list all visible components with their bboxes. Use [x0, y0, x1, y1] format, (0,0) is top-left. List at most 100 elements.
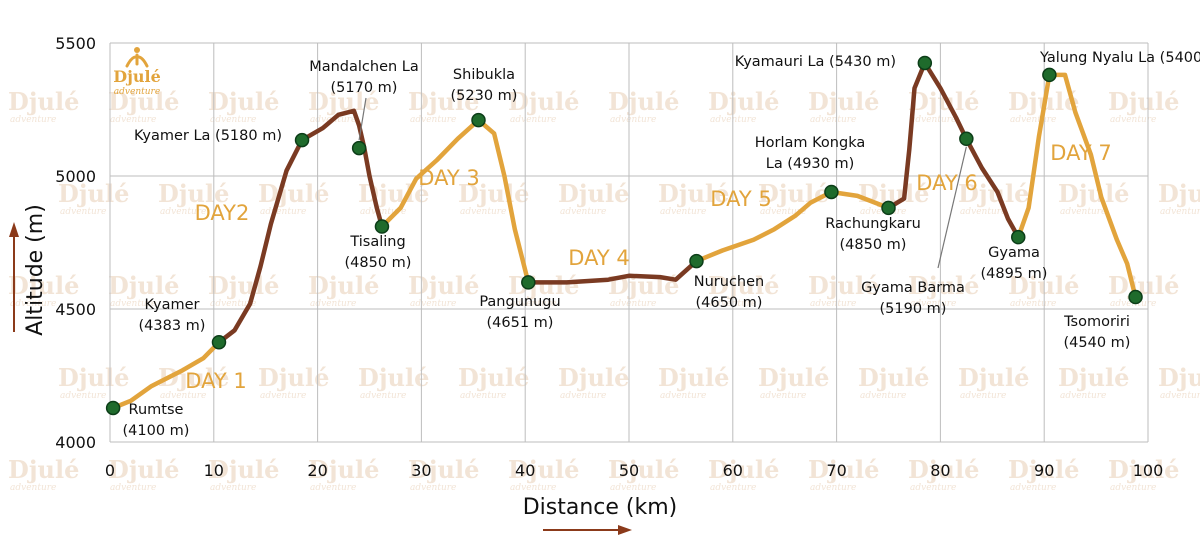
watermark-text: Djulé	[908, 271, 979, 300]
watermark-text: Djulé	[208, 87, 279, 116]
watermark-subtext: adventure	[1010, 483, 1056, 493]
watermark-text: Djulé	[808, 455, 879, 484]
watermark-subtext: adventure	[110, 299, 156, 309]
watermark-subtext: adventure	[860, 391, 906, 401]
stop-marker	[1128, 289, 1143, 305]
x-tick-label: 10	[204, 461, 224, 480]
stop-name-label: Gyama	[988, 245, 1040, 261]
stop-altitude-label: (5170 m)	[331, 80, 398, 96]
stop-marker	[1011, 229, 1026, 245]
watermark-subtext: adventure	[160, 391, 206, 401]
watermark-subtext: adventure	[910, 115, 956, 125]
watermark-text: Djulé	[458, 179, 529, 208]
stop-marker	[959, 131, 974, 147]
stop-altitude-label: (5190 m)	[880, 301, 947, 317]
x-tick-label: 0	[105, 461, 115, 480]
watermark-text: Djulé	[658, 363, 729, 392]
day-label: DAY 7	[1050, 141, 1111, 165]
day-label: DAY 6	[916, 171, 977, 195]
stop-altitude-label: (4540 m)	[1064, 335, 1131, 351]
x-tick-label: 50	[619, 461, 639, 480]
axes: 0 10 20 30 40 50 60 70 80 90 100 4000 4500 5000 5500	[55, 34, 1163, 480]
route-segment-day-2	[216, 108, 385, 345]
watermark-text: Djulé	[1008, 271, 1079, 300]
x-tick-label: 20	[307, 461, 327, 480]
watermark-text: Djulé	[8, 455, 79, 484]
stop-name-label: Yalung Nyalu La (5400 m)	[1039, 50, 1200, 66]
route-segment-day-3	[379, 117, 531, 285]
route-segment-day-4	[526, 258, 699, 285]
stop-marker	[374, 219, 390, 234]
x-tick-label: 100	[1133, 461, 1164, 480]
watermark-text: Djulé	[8, 271, 79, 300]
leader-lines	[358, 97, 967, 269]
stop-name-label: Pangunugu	[479, 294, 560, 310]
stop-markers	[105, 55, 1143, 416]
leader-line	[937, 146, 967, 269]
watermark-text: Djulé	[358, 363, 429, 392]
stop-marker	[881, 200, 896, 216]
day-label: DAY 3	[418, 166, 479, 190]
watermark-text: Djulé	[1108, 87, 1179, 116]
watermark-text: Djulé	[408, 271, 479, 300]
day-label: DAY 4	[568, 246, 629, 270]
x-tick-label: 90	[1034, 461, 1054, 480]
watermark-subtext: adventure	[510, 299, 556, 309]
stop-altitude-label: (4383 m)	[139, 318, 206, 334]
watermark-text: Djulé	[658, 179, 729, 208]
watermark-subtext: adventure	[360, 207, 406, 217]
y-tick-label: 5000	[55, 167, 96, 186]
watermark-text: Djulé	[108, 271, 179, 300]
watermark-text: Djulé	[708, 271, 779, 300]
watermark-text: Djulé	[708, 455, 779, 484]
watermark-subtext: adventure	[210, 299, 256, 309]
watermark-subtext: adventure	[410, 483, 456, 493]
stop-marker	[294, 132, 310, 148]
watermark-subtext: adventure	[1110, 299, 1156, 309]
logo-text: Djulé	[113, 67, 161, 86]
watermark-subtext: adventure	[1160, 207, 1200, 217]
y-tick-label: 4000	[55, 433, 96, 452]
stop-name-label: Tisaling	[349, 234, 405, 250]
watermark-subtext: adventure	[1110, 483, 1156, 493]
watermark-text: Djulé	[508, 271, 579, 300]
watermark-text: Djulé	[158, 179, 229, 208]
stop-marker	[471, 112, 486, 128]
watermark-subtext: adventure	[710, 483, 756, 493]
watermark-subtext: adventure	[1010, 115, 1056, 125]
brand-logo: Djulé adventure	[113, 47, 161, 97]
watermark-text: Djulé	[558, 363, 629, 392]
watermark-subtext: adventure	[660, 207, 706, 217]
watermark-layer: DjuléadventureDjuléadventureDjuléadventu…	[8, 87, 1200, 493]
watermark-subtext: adventure	[810, 483, 856, 493]
watermark-text: Djulé	[608, 455, 679, 484]
leader-line	[358, 97, 367, 141]
watermark-text: Djulé	[108, 87, 179, 116]
watermark-subtext: adventure	[1060, 391, 1106, 401]
watermark-text: Djulé	[858, 363, 929, 392]
watermark-text: Djulé	[1058, 363, 1129, 392]
watermark-text: Djulé	[1108, 455, 1179, 484]
stop-altitude-label: (5230 m)	[451, 88, 518, 104]
watermark-subtext: adventure	[60, 207, 106, 217]
stop-name-label: Nuruchen	[694, 274, 764, 290]
stop-labels: Rumtse (4100 m) Kyamer (4383 m) Kyamer La (5…	[123, 50, 1200, 439]
day-label: DAY 1	[185, 369, 246, 393]
watermark-subtext: adventure	[910, 483, 956, 493]
watermark-text: Djulé	[408, 87, 479, 116]
watermark-subtext: adventure	[210, 483, 256, 493]
stop-name-label: Kyamer	[145, 297, 200, 313]
x-axis-title: Distance (km)	[523, 495, 678, 520]
watermark-text: Djulé	[1158, 363, 1200, 392]
stop-altitude-label: (4895 m)	[981, 266, 1048, 282]
watermark-text: Djulé	[508, 87, 579, 116]
stop-name-label: Mandalchen La	[309, 59, 419, 75]
day-label: DAY2	[195, 201, 250, 225]
watermark-text: Djulé	[758, 179, 829, 208]
watermark-subtext: adventure	[360, 391, 406, 401]
watermark-text: Djulé	[108, 455, 179, 484]
logo-figure-icon	[125, 47, 149, 68]
watermark-subtext: adventure	[260, 207, 306, 217]
watermark-subtext: adventure	[960, 391, 1006, 401]
watermark-text: Djulé	[1108, 271, 1179, 300]
